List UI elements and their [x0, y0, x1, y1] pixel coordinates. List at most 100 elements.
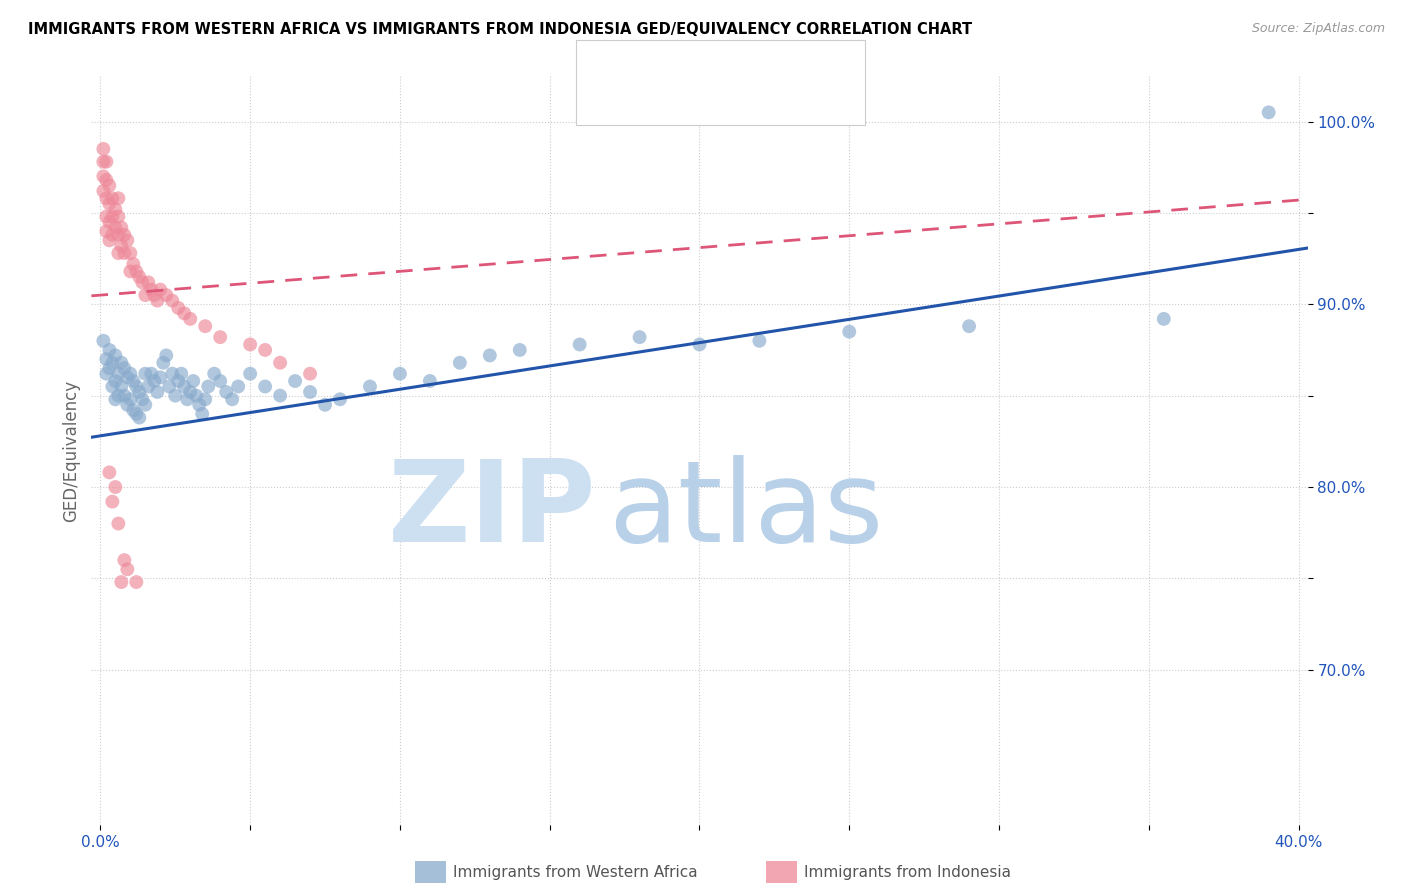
Point [957, 319, 980, 334]
Point [209, 330, 232, 344]
Point [96, 173, 118, 187]
Point [254, 379, 277, 393]
Point [226, 379, 249, 393]
Point [155, 288, 177, 302]
Point [128, 269, 150, 284]
Point [149, 283, 172, 297]
Point [162, 293, 184, 308]
Text: N =: N = [728, 57, 776, 75]
Point [359, 379, 381, 393]
Point [112, 389, 135, 403]
Point [96, 210, 118, 224]
Point [120, 392, 142, 407]
Point [419, 374, 441, 388]
Text: Immigrants from Western Africa: Immigrants from Western Africa [453, 865, 697, 880]
Point [146, 384, 169, 399]
Point [98, 233, 121, 247]
Point [568, 337, 591, 351]
Point [136, 379, 159, 393]
Point [93, 142, 115, 156]
Point [98, 466, 121, 480]
Point [104, 202, 127, 217]
Point [134, 398, 156, 412]
Point [173, 379, 195, 393]
Point [1153, 311, 1175, 326]
Point [141, 367, 163, 381]
Point [125, 407, 148, 421]
Point [96, 154, 118, 169]
Point [179, 311, 201, 326]
Point [478, 348, 501, 362]
Point [104, 348, 127, 362]
Point [110, 575, 132, 590]
Point [112, 246, 135, 260]
Point [110, 356, 132, 370]
Point [194, 319, 217, 334]
Point [748, 334, 770, 348]
Text: 76: 76 [780, 57, 803, 75]
Point [134, 288, 156, 302]
Text: R =: R = [633, 95, 669, 112]
Point [269, 356, 291, 370]
Text: Source: ZipAtlas.com: Source: ZipAtlas.com [1251, 22, 1385, 36]
Point [96, 191, 118, 205]
Point [96, 367, 118, 381]
Point [202, 367, 225, 381]
Point [125, 379, 148, 393]
Point [181, 374, 204, 388]
Point [221, 392, 243, 407]
Text: R =: R = [633, 57, 669, 75]
Text: 0.098: 0.098 [675, 95, 727, 112]
Point [143, 374, 166, 388]
Point [107, 516, 129, 531]
Point [117, 233, 139, 247]
Point [125, 575, 148, 590]
Point [284, 374, 307, 388]
Text: atlas: atlas [609, 455, 883, 566]
Point [98, 196, 121, 211]
Point [125, 264, 148, 278]
Point [112, 361, 135, 376]
Point [98, 215, 121, 229]
Point [188, 398, 211, 412]
Point [101, 210, 124, 224]
Point [239, 337, 262, 351]
Point [239, 367, 262, 381]
Point [93, 169, 115, 184]
Point [107, 246, 129, 260]
Point [104, 374, 127, 388]
Point [155, 348, 177, 362]
Point [134, 367, 156, 381]
Point [173, 306, 195, 320]
Point [110, 239, 132, 253]
Point [509, 343, 531, 357]
Point [120, 367, 142, 381]
Point [117, 562, 139, 576]
Point [101, 227, 124, 242]
Point [215, 384, 238, 399]
Point [101, 494, 124, 508]
Point [1257, 105, 1279, 120]
Point [104, 480, 127, 494]
Point [179, 384, 201, 399]
Point [112, 553, 135, 567]
Point [93, 334, 115, 348]
Point [107, 367, 129, 381]
Point [314, 398, 336, 412]
Point [838, 325, 860, 339]
Point [209, 374, 232, 388]
Text: 0.317: 0.317 [675, 57, 727, 75]
Point [104, 220, 127, 235]
Point [628, 330, 651, 344]
Point [107, 389, 129, 403]
Point [107, 191, 129, 205]
Point [96, 224, 118, 238]
Point [165, 389, 187, 403]
Point [120, 264, 142, 278]
Point [107, 227, 129, 242]
Text: Immigrants from Indonesia: Immigrants from Indonesia [804, 865, 1011, 880]
Point [186, 389, 208, 403]
Point [101, 379, 124, 393]
Point [117, 398, 139, 412]
Point [191, 407, 214, 421]
